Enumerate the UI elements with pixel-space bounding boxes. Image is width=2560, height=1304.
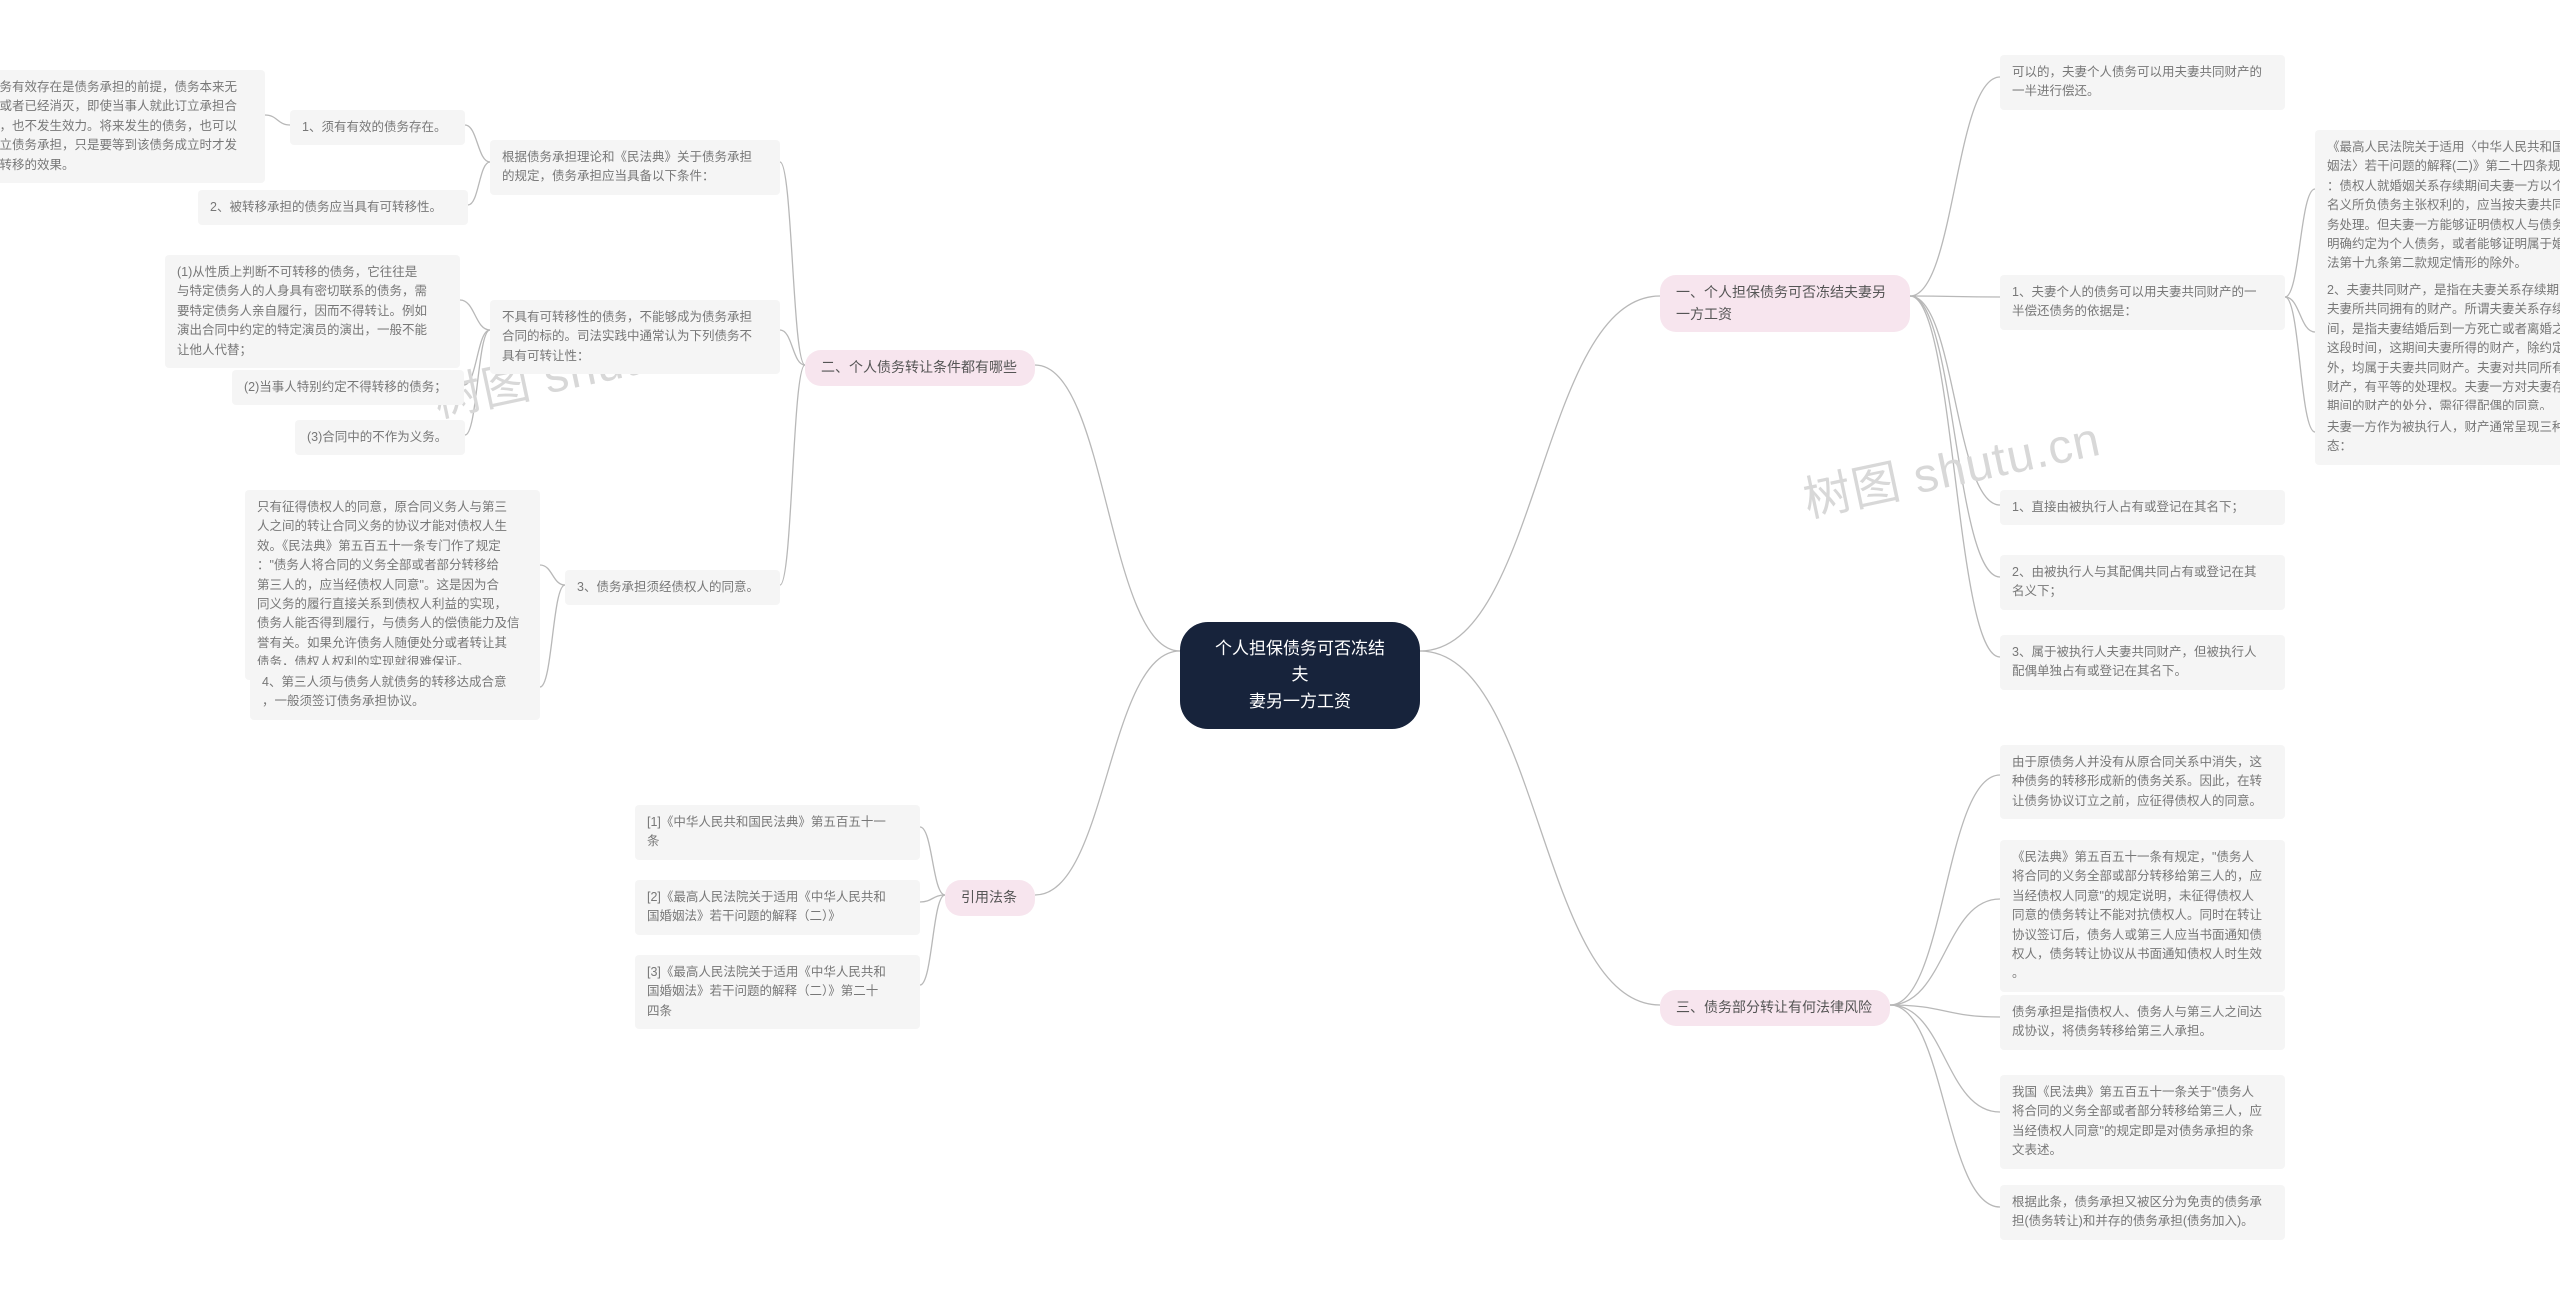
leaf-node: (1)从性质上判断不可转移的债务，它往往是与特定债务人的人身具有密切联系的债务，…	[165, 255, 460, 368]
branch-node: 引用法条	[945, 880, 1035, 916]
leaf-node: 《民法典》第五百五十一条有规定，"债务人将合同的义务全部或部分转移给第三人的，应…	[2000, 840, 2285, 992]
leaf-node: 根据债务承担理论和《民法典》关于债务承担的规定，债务承担应当具备以下条件：	[490, 140, 780, 195]
leaf-node: 3、属于被执行人夫妻共同财产，但被执行人配偶单独占有或登记在其名下。	[2000, 635, 2285, 690]
branch-node: 三、债务部分转让有何法律风险	[1660, 990, 1890, 1026]
leaf-node: 只有征得债权人的同意，原合同义务人与第三人之间的转让合同义务的协议才能对债权人生…	[245, 490, 540, 680]
leaf-node: 2、被转移承担的债务应当具有可转移性。	[198, 190, 468, 225]
leaf-node: 根据此条，债务承担又被区分为免责的债务承担(债务转让)和并存的债务承担(债务加入…	[2000, 1185, 2285, 1240]
leaf-node: 3、债务承担须经债权人的同意。	[565, 570, 780, 605]
leaf-node: 夫妻一方作为被执行人，财产通常呈现三种形态：	[2315, 410, 2560, 465]
branch-node: 一、个人担保债务可否冻结夫妻另一方工资	[1660, 275, 1910, 332]
leaf-node: 债务承担是指债权人、债务人与第三人之间达成协议，将债务转移给第三人承担。	[2000, 995, 2285, 1050]
leaf-node: 不具有可转移性的债务，不能够成为债务承担合同的标的。司法实践中通常认为下列债务不…	[490, 300, 780, 374]
leaf-node: 可以的，夫妻个人债务可以用夫妻共同财产的一半进行偿还。	[2000, 55, 2285, 110]
leaf-node: 1、夫妻个人的债务可以用夫妻共同财产的一半偿还债务的依据是：	[2000, 275, 2285, 330]
leaf-node: (2)当事人特别约定不得转移的债务；	[232, 370, 464, 405]
leaf-node: 4、第三人须与债务人就债务的转移达成合意，一般须签订债务承担协议。	[250, 665, 540, 720]
leaf-node: 债务有效存在是债务承担的前提，债务本来无效或者已经消灭，即使当事人就此订立承担合…	[0, 70, 265, 183]
branch-node: 二、个人债务转让条件都有哪些	[805, 350, 1035, 386]
leaf-node: 由于原债务人并没有从原合同关系中消失，这种债务的转移形成新的债务关系。因此，在转…	[2000, 745, 2285, 819]
leaf-node: 我国《民法典》第五百五十一条关于"债务人将合同的义务全部或者部分转移给第三人，应…	[2000, 1075, 2285, 1169]
leaf-node: [1]《中华人民共和国民法典》第五百五十一条	[635, 805, 920, 860]
leaf-node: 2、由被执行人与其配偶共同占有或登记在其名义下；	[2000, 555, 2285, 610]
leaf-node: [2]《最高人民法院关于适用《中华人民共和国婚姻法》若干问题的解释（二）》	[635, 880, 920, 935]
leaf-node: (3)合同中的不作为义务。	[295, 420, 465, 455]
leaf-node: 1、须有有效的债务存在。	[290, 110, 465, 145]
leaf-node: 1、直接由被执行人占有或登记在其名下；	[2000, 490, 2285, 525]
root-node: 个人担保债务可否冻结夫妻另一方工资	[1180, 622, 1420, 729]
leaf-node: 2、夫妻共同财产，是指在夫妻关系存续期间夫妻所共同拥有的财产。所谓夫妻关系存续期…	[2315, 273, 2560, 425]
leaf-node: 《最高人民法院关于适用〈中华人民共和国婚姻法〉若干问题的解释(二)》第二十四条规…	[2315, 130, 2560, 282]
leaf-node: [3]《最高人民法院关于适用《中华人民共和国婚姻法》若干问题的解释（二）》第二十…	[635, 955, 920, 1029]
